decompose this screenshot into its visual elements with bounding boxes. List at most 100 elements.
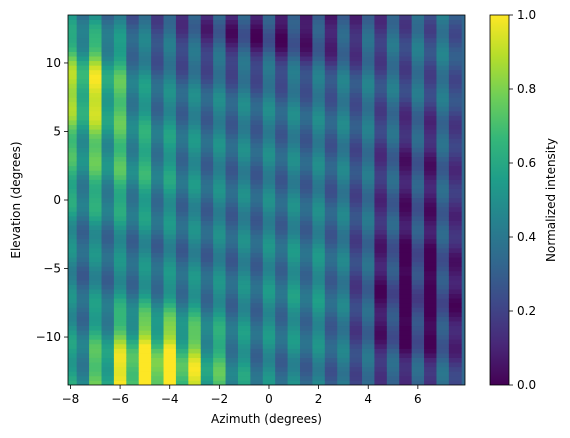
heatmap-cell xyxy=(151,74,164,80)
heatmap-cell xyxy=(275,229,288,235)
heatmap-cell xyxy=(200,371,214,377)
heatmap-cell xyxy=(448,220,462,226)
heatmap-cell xyxy=(225,165,239,171)
heatmap-cell xyxy=(287,375,301,381)
heatmap-cell xyxy=(126,261,140,267)
heatmap-cell xyxy=(374,284,388,290)
heatmap-cell xyxy=(151,152,164,158)
heatmap-cell xyxy=(349,92,363,98)
heatmap-cell xyxy=(138,78,152,84)
heatmap-cell xyxy=(399,152,413,158)
heatmap-cell xyxy=(126,106,140,112)
heatmap-cell xyxy=(275,279,288,285)
heatmap-cell xyxy=(138,266,152,272)
heatmap-cell xyxy=(213,129,226,135)
heatmap-cell xyxy=(275,83,288,89)
heatmap-cell xyxy=(349,46,363,52)
heatmap-cell xyxy=(300,193,313,199)
heatmap-cell xyxy=(287,74,301,80)
heatmap-cell xyxy=(448,229,462,235)
heatmap-cell xyxy=(337,184,351,189)
heatmap-cell xyxy=(225,339,239,345)
heatmap-cell xyxy=(337,174,351,180)
heatmap-cell xyxy=(312,252,326,258)
heatmap-cell xyxy=(138,193,152,199)
heatmap-cell xyxy=(76,307,90,313)
heatmap-cell xyxy=(312,184,326,189)
heatmap-cell xyxy=(237,56,251,62)
heatmap-cell xyxy=(386,101,400,107)
heatmap-cell xyxy=(213,161,226,167)
heatmap-cell xyxy=(411,138,425,144)
heatmap-cell xyxy=(126,211,140,217)
heatmap-cell xyxy=(262,46,276,52)
heatmap-cell xyxy=(76,161,90,167)
heatmap-cell xyxy=(436,33,450,39)
heatmap-cell xyxy=(436,147,450,153)
heatmap-cell xyxy=(386,275,400,281)
heatmap-cell xyxy=(225,334,239,340)
heatmap-cell xyxy=(76,188,90,194)
heatmap-cell xyxy=(374,142,388,148)
heatmap-cell xyxy=(312,293,326,299)
heatmap-cell xyxy=(424,339,437,345)
heatmap-cell xyxy=(399,28,413,34)
heatmap-cell xyxy=(275,152,288,158)
heatmap-cell xyxy=(250,124,264,130)
heatmap-cell xyxy=(386,83,400,89)
heatmap-cell xyxy=(275,56,288,62)
heatmap-cell xyxy=(312,247,326,253)
heatmap-cell xyxy=(300,362,313,368)
heatmap-cell xyxy=(262,357,276,363)
heatmap-cell xyxy=(200,243,214,249)
heatmap-cell xyxy=(76,115,90,121)
heatmap-cell xyxy=(399,252,413,258)
heatmap-cell xyxy=(324,206,338,212)
heatmap-cell xyxy=(386,156,400,162)
x-tick-label: −2 xyxy=(211,392,229,406)
heatmap-cell xyxy=(436,83,450,89)
heatmap-cell xyxy=(200,353,214,358)
heatmap-cell xyxy=(399,133,413,139)
heatmap-cell xyxy=(76,371,90,377)
heatmap-cell xyxy=(175,215,189,221)
heatmap-cell xyxy=(237,334,251,340)
heatmap-cell xyxy=(312,220,326,226)
heatmap-cell xyxy=(213,24,226,30)
heatmap-cell xyxy=(349,142,363,148)
heatmap-cell xyxy=(250,275,264,281)
heatmap-cell xyxy=(68,28,78,34)
heatmap-cell xyxy=(250,97,264,103)
heatmap-cell xyxy=(200,275,214,281)
heatmap-cell xyxy=(225,261,239,267)
heatmap-cell xyxy=(213,270,226,276)
heatmap-cell xyxy=(113,311,127,317)
heatmap-cell xyxy=(275,188,288,194)
heatmap-cell xyxy=(151,115,164,121)
heatmap-cell xyxy=(312,188,326,194)
heatmap-cell xyxy=(386,202,400,208)
heatmap-cell xyxy=(349,220,363,226)
heatmap-cell xyxy=(374,202,388,208)
heatmap-cell xyxy=(151,348,164,354)
heatmap-cell xyxy=(250,46,264,52)
heatmap-cell xyxy=(250,15,264,20)
heatmap-cell xyxy=(324,307,338,313)
heatmap-cell xyxy=(448,106,462,112)
heatmap-cell xyxy=(89,334,102,340)
heatmap-cell xyxy=(200,270,214,276)
heatmap-cell xyxy=(362,311,375,317)
heatmap-cell xyxy=(68,133,78,139)
heatmap-cell xyxy=(436,124,450,130)
heatmap-cell xyxy=(300,380,313,385)
heatmap-cell xyxy=(175,42,189,48)
heatmap-cell xyxy=(213,138,226,144)
heatmap-cell xyxy=(287,261,301,267)
heatmap-cell xyxy=(188,174,202,180)
heatmap-cell xyxy=(126,74,140,80)
heatmap-cell xyxy=(411,120,425,126)
heatmap-cell xyxy=(287,334,301,340)
heatmap-cell xyxy=(275,197,288,203)
heatmap-cell xyxy=(324,78,338,84)
heatmap-cell xyxy=(151,375,164,381)
